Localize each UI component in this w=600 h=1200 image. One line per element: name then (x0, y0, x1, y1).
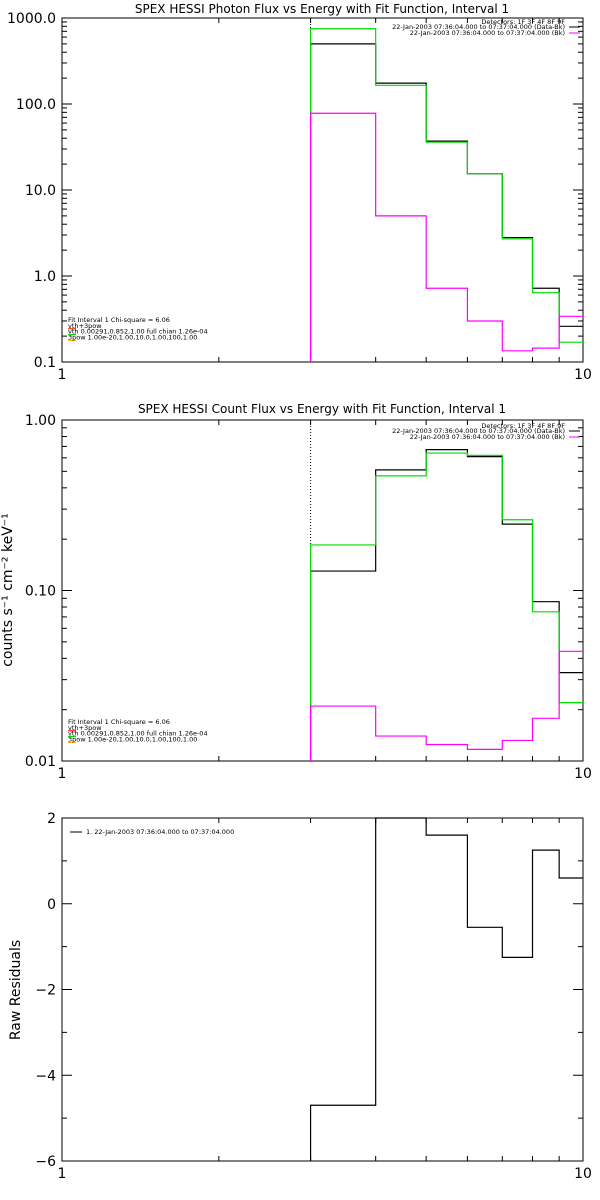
count-flux-panel: SPEX HESSI Count Flux vs Energy with Fit… (0, 402, 592, 782)
photon-flux-series-data-bk (309, 43, 583, 362)
count-flux-legend-entry: Fit Interval 1 Chi-square = 6.06 (68, 718, 170, 726)
count-flux-y-axis-label: counts s⁻¹ cm⁻² keV⁻¹ (0, 513, 16, 667)
count-flux-x-tick-label: 10 (574, 766, 592, 782)
count-flux-legend-entry: vth+3pow (68, 724, 102, 732)
count-flux-legend-entry: 3pow 1.00e-20,1.00,10.0,1.00,100,1.00 (68, 735, 197, 743)
photon-flux-title: SPEX HESSI Photon Flux vs Energy with Fi… (135, 2, 509, 16)
residuals-y-tick-label: −2 (35, 983, 56, 999)
photon-flux-info-line: 22-Jan-2003 07:36:04.000 to 07:37:04.000… (410, 29, 565, 37)
photon-flux-y-tick-label: 1.0 (34, 269, 56, 285)
count-flux-y-tick-label: 0.01 (25, 754, 56, 770)
photon-flux-info-line: 22-Jan-2003 07:36:04.000 to 07:37:04.000… (392, 23, 565, 31)
photon-flux-legend-entry: 3pow 1.00e-20,1.00,10.0,1.00,100,1.00 (68, 333, 197, 341)
photon-flux-panel: SPEX HESSI Photon Flux vs Energy with Fi… (7, 2, 592, 383)
photon-flux-plot-frame (61, 17, 584, 363)
count-flux-y-tick-label: 0.10 (25, 584, 56, 600)
photon-flux-y-tick-label: 10.0 (25, 183, 56, 199)
residuals-series-residual (309, 817, 583, 1161)
photon-flux-y-tick-label: 100.0 (16, 97, 56, 113)
photon-flux-x-tick-label: 10 (574, 367, 592, 383)
residuals-x-tick-label: 10 (574, 1166, 592, 1182)
photon-flux-legend-entry: vth 0.00291,0.852,1.00 full chian 1.26e-… (68, 328, 208, 336)
count-flux-x-tick-label: 1 (58, 766, 67, 782)
residuals-x-tick-label: 1 (58, 1166, 67, 1182)
photon-flux-series-bk (309, 112, 583, 362)
residuals-panel: Raw Residuals −6 −4 −2 0 2 1 10 1. 22-Jan-2003 … (8, 811, 592, 1182)
residuals-y-tick-label: −4 (35, 1068, 56, 1084)
count-flux-title: SPEX HESSI Count Flux vs Energy with Fit… (138, 402, 506, 416)
residuals-y-tick-label: 2 (47, 811, 56, 827)
photon-flux-info-line: Detectors: 1F 3F 4F 8F 9F (481, 18, 565, 26)
count-flux-legend-entry: vth 0.00291,0.852,1.00 full chian 1.26e-… (68, 730, 208, 738)
residuals-y-tick-label: −6 (35, 1154, 56, 1170)
residuals-plot-frame (61, 817, 584, 1162)
residuals-y-tick-label: 0 (47, 897, 56, 913)
photon-flux-series-vth-3pow (309, 28, 583, 362)
photon-flux-x-tick-label: 1 (58, 367, 67, 383)
photon-flux-legend-entry: vth+3pow (68, 322, 102, 330)
count-flux-info-line: 22-Jan-2003 07:36:04.000 to 07:37:04.000… (392, 427, 565, 435)
count-flux-y-tick-label: 1.00 (25, 413, 56, 429)
count-flux-series-bk (309, 650, 583, 761)
photon-flux-y-tick-label: 1000.0 (7, 11, 56, 27)
residuals-legend-entry: 1. 22-Jan-2003 07:36:04.000 to 07:37:04.… (86, 828, 234, 836)
photon-flux-legend-entry: Fit Interval 1 Chi-square = 6.06 (68, 316, 170, 324)
count-flux-info-line: 22-Jan-2003 07:36:04.000 to 07:37:04.000… (410, 433, 565, 441)
count-flux-plot-frame (61, 419, 584, 762)
count-flux-series-data-bk (309, 449, 583, 761)
count-flux-series-vth-3pow (309, 452, 583, 761)
photon-flux-y-tick-label: 0.1 (34, 355, 56, 371)
count-flux-info-line: Detectors: 1F 3F 4F 8F 9F (481, 422, 565, 430)
residuals-y-axis-label: Raw Residuals (8, 940, 24, 1040)
